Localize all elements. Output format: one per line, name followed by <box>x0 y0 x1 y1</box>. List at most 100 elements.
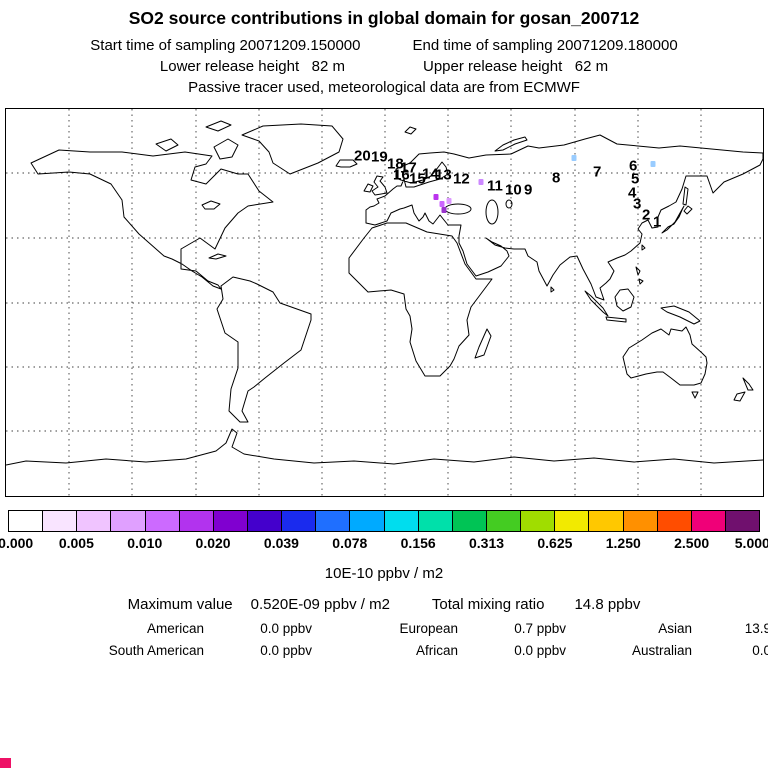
colorbar-tick-0.020: 0.020 <box>195 535 231 551</box>
greenland-outline <box>241 123 344 175</box>
colorbar-tick-1.250: 1.250 <box>605 535 641 551</box>
madagascar-outline <box>474 328 492 359</box>
colorbar-segment-9 <box>316 511 351 531</box>
colorbar-segment-21 <box>725 511 760 531</box>
source-marker-13: 13 <box>435 166 452 184</box>
hokkaido-outline <box>683 205 693 215</box>
colorbar-segment-1 <box>43 511 78 531</box>
colorbar-tick-2.500: 2.500 <box>674 535 710 551</box>
iceland-outline <box>335 159 358 168</box>
source-marker-9: 9 <box>523 181 533 199</box>
end-time-text: End time of sampling 20071209.180000 <box>412 37 678 54</box>
colorbar-tick-0.005: 0.005 <box>58 535 94 551</box>
britain-outline <box>371 175 388 196</box>
source-marker-17: 17 <box>400 159 417 177</box>
region-label-asian: Asian <box>658 621 692 636</box>
colorbar-segment-0 <box>9 511 44 531</box>
novaya-zemlya-outline <box>494 136 528 152</box>
colorbar-ticks: 0.000 0.005 0.010 0.020 0.039 0.078 0.156 0.313… <box>0 535 768 553</box>
colorbar-segment-17 <box>589 511 624 531</box>
region-value-american: 0.0 ppbv <box>260 621 312 636</box>
region-label-australian: Australian <box>631 643 692 658</box>
release-heights-line: Lower release height 82 m Upper release … <box>0 58 768 75</box>
japan-outline <box>661 205 685 234</box>
colorbar-segment-14 <box>486 511 522 531</box>
colorbar-segment-13 <box>452 511 487 531</box>
colorbar-segment-3 <box>111 511 146 531</box>
sampling-times-line: Start time of sampling 20071209.150000 E… <box>0 37 768 54</box>
borneo-outline <box>614 288 635 312</box>
colorbar-segment-6 <box>213 511 248 531</box>
figure-title: SO2 source contributions in global domai… <box>128 8 640 28</box>
baffin-island-outline <box>213 138 239 160</box>
source-marker-6: 6 <box>629 157 638 175</box>
colorbar-segment-19 <box>657 511 692 531</box>
colorbar-segments <box>8 510 760 532</box>
corner-swatch <box>0 758 11 768</box>
region-label-south-american: South American <box>108 643 204 658</box>
sumatra-outline <box>584 290 609 317</box>
cuba-outline <box>208 253 227 260</box>
eurasia-outline <box>365 134 763 301</box>
colorbar-segment-18 <box>623 511 658 531</box>
new-guinea-outline <box>660 305 701 325</box>
source-marker-18: 18 <box>387 155 404 173</box>
source-marker-16: 16 <box>393 166 410 184</box>
svalbard-outline <box>404 126 417 135</box>
sri-lanka-outline <box>550 286 555 293</box>
start-time-text: Start time of sampling 20071209.150000 <box>90 37 361 54</box>
colorbar-segment-5 <box>179 511 214 531</box>
colorbar-segment-4 <box>145 511 180 531</box>
source-marker-5: 5 <box>630 170 640 188</box>
max-value-label: Maximum value <box>127 596 233 613</box>
source-marker-11: 11 <box>487 177 503 195</box>
taiwan-outline <box>641 244 646 251</box>
colorbar-segment-7 <box>247 511 283 531</box>
caspian-sea-outline <box>485 199 499 225</box>
region-value-african: 0.0 ppbv <box>514 643 566 658</box>
total-mixing-ratio-label: Total mixing ratio <box>431 596 545 613</box>
coastlines <box>6 120 763 466</box>
region-stats: American 0.0 ppbv European 0.7 ppbv Asian 13.… <box>54 621 768 658</box>
africa-outline <box>348 222 493 377</box>
world-map-frame: 1 2 3 4 5 6 7 8 9 10 11 12 13 14 15 16 17 18 19 20 <box>5 108 764 497</box>
colorbar-segment-16 <box>555 511 590 531</box>
region-value-asian: 13.9 ppbv <box>744 621 768 636</box>
source-marker-2: 2 <box>642 206 651 224</box>
java-outline <box>605 316 627 323</box>
north-america-outline <box>30 149 274 290</box>
region-value-european: 0.7 ppbv <box>514 621 566 636</box>
philippines-outline <box>635 266 644 285</box>
colorbar-segment-15 <box>521 511 556 531</box>
source-marker-7: 7 <box>593 163 602 181</box>
colorbar-tick-0.078: 0.078 <box>332 535 368 551</box>
plume-dot <box>650 161 656 167</box>
new-zealand-outline <box>733 377 754 402</box>
summary-stats-line: Maximum value 0.520E-09 ppbv / m2 Total … <box>0 596 768 613</box>
plume-dot <box>446 198 452 204</box>
colorbar-tick-0.039: 0.039 <box>263 535 299 551</box>
figure-header: SO2 source contributions in global domai… <box>0 0 768 96</box>
source-marker-14: 14 <box>422 165 439 183</box>
ellesmere-island-outline <box>205 120 232 132</box>
tracer-note-text: Passive tracer used, meteorological data… <box>188 79 580 96</box>
plume-dot <box>478 179 484 185</box>
colorbar-tick-0.156: 0.156 <box>400 535 436 551</box>
max-value: 0.520E-09 ppbv / m2 <box>250 596 390 613</box>
antarctica-outline <box>6 428 763 466</box>
plume-dot <box>439 201 445 207</box>
upper-release-text: Upper release height 62 m <box>423 58 609 75</box>
australia-outline <box>622 326 708 386</box>
colorbar-tick-0.625: 0.625 <box>537 535 573 551</box>
colorbar-tick-0.000: 0.000 <box>0 535 34 551</box>
source-marker-8: 8 <box>552 169 561 187</box>
colorbar-segment-2 <box>77 511 112 531</box>
source-marker-4: 4 <box>627 184 637 202</box>
colorbar-segment-12 <box>418 511 453 531</box>
source-marker-19: 19 <box>371 148 388 166</box>
region-label-european: European <box>399 621 458 636</box>
plume-dot <box>433 194 439 200</box>
source-marker-15: 15 <box>409 170 426 188</box>
colorbar-tick-0.313: 0.313 <box>469 535 505 551</box>
